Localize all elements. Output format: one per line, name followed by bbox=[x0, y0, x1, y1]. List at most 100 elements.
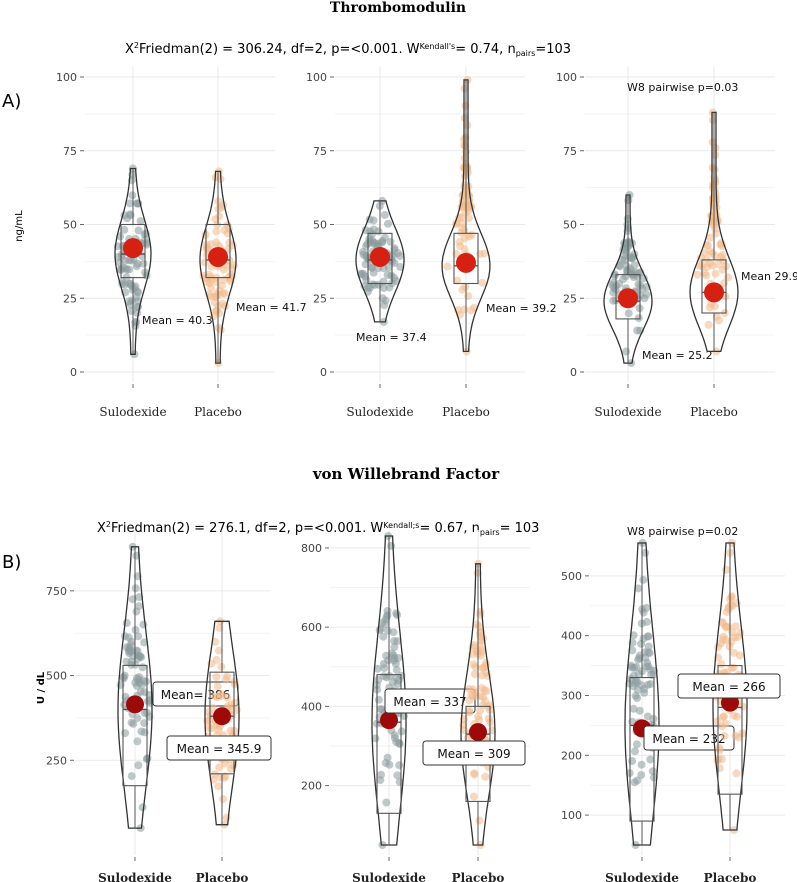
data-point bbox=[374, 695, 383, 704]
data-point bbox=[479, 693, 488, 702]
mean-label: Mean = 266 bbox=[692, 680, 765, 694]
data-point bbox=[395, 740, 404, 749]
data-point bbox=[634, 584, 643, 593]
data-point bbox=[646, 755, 655, 764]
data-point bbox=[127, 307, 136, 315]
data-point bbox=[704, 320, 713, 329]
data-point bbox=[121, 632, 129, 641]
data-point bbox=[640, 648, 649, 657]
data-point bbox=[133, 654, 142, 663]
y-tick-label: 400 bbox=[301, 700, 322, 713]
data-point bbox=[727, 601, 735, 610]
data-point bbox=[702, 255, 711, 263]
panel-b-y-label: U / dL bbox=[36, 671, 47, 704]
data-point bbox=[385, 283, 394, 292]
x-tick-label: Placebo bbox=[442, 405, 490, 419]
data-point bbox=[628, 757, 637, 765]
data-point bbox=[721, 623, 730, 632]
data-point bbox=[219, 774, 228, 782]
data-point bbox=[632, 740, 641, 749]
data-point bbox=[131, 625, 140, 634]
data-point bbox=[136, 217, 145, 226]
data-point bbox=[380, 620, 389, 629]
data-point bbox=[648, 767, 657, 776]
data-point bbox=[624, 309, 633, 318]
data-point bbox=[132, 262, 141, 271]
data-point bbox=[134, 226, 143, 235]
data-point bbox=[215, 763, 224, 772]
data-point bbox=[693, 270, 702, 279]
data-point bbox=[465, 696, 474, 705]
data-point bbox=[127, 657, 136, 666]
stats-mid: = 0.74, n bbox=[455, 42, 515, 57]
y-tick-label: 750 bbox=[46, 585, 67, 598]
y-tick-label: 75 bbox=[563, 145, 577, 158]
x-tick-label: Sulodexide bbox=[99, 405, 166, 419]
data-point bbox=[390, 654, 399, 663]
data-point bbox=[133, 681, 141, 690]
x-tick-label: Sulodexide bbox=[594, 405, 661, 419]
x-tick-label: Sulodexide bbox=[352, 871, 426, 882]
violin-plots: 0 25 50 75 100 Sulodexide Placebo Mean = 40.3 Me… bbox=[46, 67, 797, 882]
data-point bbox=[706, 233, 714, 242]
data-point bbox=[374, 280, 383, 289]
data-point bbox=[380, 233, 389, 242]
data-point bbox=[469, 792, 478, 801]
data-point bbox=[733, 633, 742, 641]
mean-label: Mean = 309 bbox=[437, 747, 510, 761]
data-point bbox=[377, 770, 385, 779]
data-point bbox=[475, 622, 483, 631]
y-tick-label: 75 bbox=[313, 145, 327, 158]
data-point bbox=[644, 642, 653, 651]
y-tick-label: 800 bbox=[301, 542, 322, 555]
data-point bbox=[629, 631, 638, 640]
data-point bbox=[393, 611, 402, 619]
data-point bbox=[217, 662, 226, 671]
data-point bbox=[126, 300, 135, 309]
data-point bbox=[120, 225, 129, 234]
panel-a-title: Thrombomodulin bbox=[330, 0, 466, 16]
violin-outline bbox=[689, 111, 739, 353]
data-point bbox=[126, 199, 134, 208]
y-tick-label: 50 bbox=[563, 219, 577, 232]
data-point bbox=[632, 676, 640, 685]
data-point bbox=[138, 803, 147, 812]
data-point bbox=[214, 323, 223, 332]
data-point bbox=[219, 795, 228, 804]
data-point bbox=[119, 674, 128, 683]
data-point bbox=[718, 713, 727, 722]
stats-chi-sup: 2 bbox=[134, 41, 139, 50]
violin-outline bbox=[371, 535, 407, 846]
data-point bbox=[393, 771, 402, 780]
data-point bbox=[125, 265, 134, 274]
data-point bbox=[711, 151, 720, 159]
data-point bbox=[634, 314, 643, 323]
panel-a-letter: A) bbox=[2, 91, 21, 112]
data-point bbox=[126, 640, 135, 649]
panel-b-stats: X2Friedman(2) = 276.1, df=2, p=<0.001. W… bbox=[97, 520, 539, 537]
data-point bbox=[140, 719, 149, 728]
data-point bbox=[620, 256, 629, 265]
data-point bbox=[711, 176, 720, 185]
data-point bbox=[373, 664, 382, 673]
violin-plot-5: 200 400 600 800 Sulodexide Placebo Mean = 337 M… bbox=[301, 530, 530, 882]
data-point bbox=[127, 256, 136, 265]
data-point bbox=[705, 303, 714, 312]
data-point bbox=[212, 227, 221, 236]
data-point bbox=[130, 284, 139, 292]
data-point bbox=[476, 610, 485, 619]
mean-marker bbox=[370, 246, 390, 267]
mean-marker bbox=[123, 238, 143, 259]
stats-kendall: Kendall's bbox=[420, 42, 456, 51]
x-tick-label: Placebo bbox=[194, 405, 242, 419]
y-tick-label: 500 bbox=[46, 670, 67, 683]
data-point bbox=[226, 726, 235, 735]
data-point bbox=[364, 283, 373, 292]
mean-label-box bbox=[384, 688, 476, 714]
data-point bbox=[212, 306, 221, 315]
y-tick-label: 100 bbox=[556, 71, 577, 84]
y-tick-label: 0 bbox=[320, 366, 327, 379]
x-tick-label: Sulodexide bbox=[98, 871, 172, 882]
data-point bbox=[711, 269, 720, 278]
